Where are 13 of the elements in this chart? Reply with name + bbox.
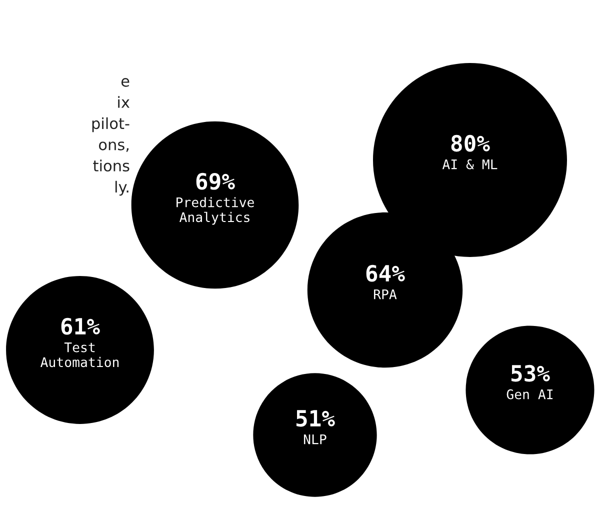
- data-label: 69%: [196, 172, 235, 190]
- category-label: RPA: [374, 289, 397, 300]
- data-label: 53%: [511, 364, 550, 382]
- data-label: 64%: [366, 264, 405, 282]
- category-label: NLP: [304, 434, 326, 444]
- category-label: AI & ML: [442, 159, 498, 170]
- data-label: 61%: [61, 318, 100, 335]
- text: e ix pilot- ons, tions ly.: [92, 78, 130, 196]
- data-label: 51%: [296, 410, 335, 427]
- category-label: Gen AI: [506, 389, 553, 400]
- category-label: Test Automation: [40, 342, 119, 368]
- data-label: 80%: [451, 134, 490, 152]
- category-label: Predictive Analytics: [176, 197, 254, 225]
